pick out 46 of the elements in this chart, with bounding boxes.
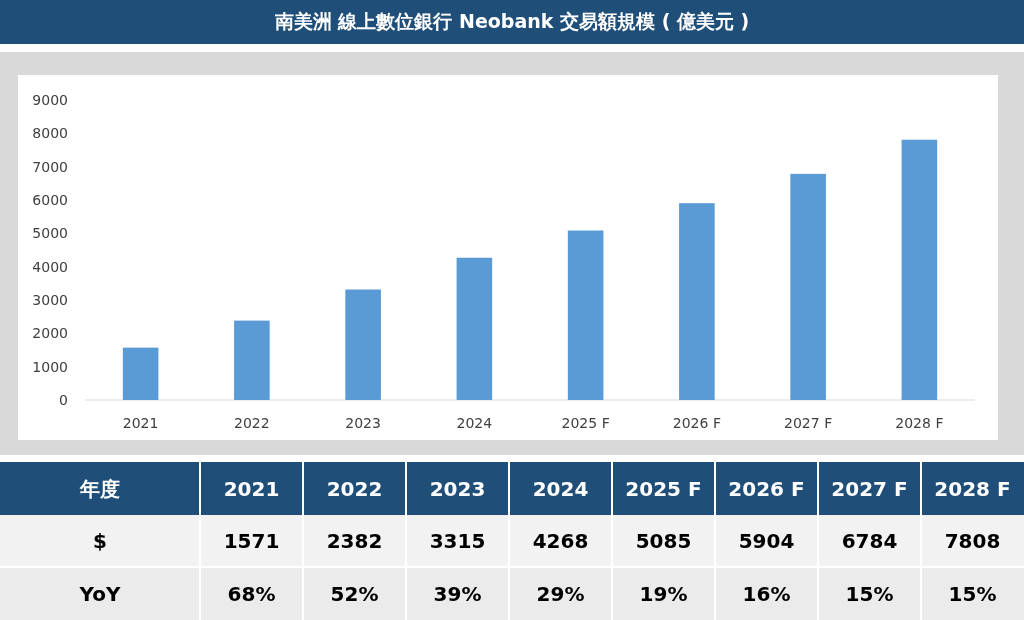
text: 15% — [948, 581, 997, 606]
text: 5904 — [738, 529, 795, 553]
y-tick-label: 4000 — [32, 258, 68, 275]
y-tick-label: 2000 — [32, 325, 68, 342]
y-tick-label: 3000 — [32, 292, 68, 308]
text: 52% — [330, 581, 379, 606]
text: 16% — [742, 581, 791, 606]
text: 6784 — [841, 529, 898, 553]
x-tick-label: 2021 — [122, 415, 159, 431]
text: 68% — [227, 581, 276, 606]
x-tick-label: 2022 — [234, 415, 270, 431]
x-tick-label: 2026 F — [672, 415, 721, 431]
x-tick-label: 2025 F — [561, 415, 610, 431]
category-label: 2024 — [532, 476, 589, 501]
x-tick-label: 2024 — [456, 415, 493, 431]
y-tick-label: 8000 — [32, 125, 68, 142]
x-tick-label: 2028 F — [895, 415, 944, 431]
category-label: 2027 F — [831, 476, 908, 501]
x-tick-label: 2023 — [345, 415, 381, 431]
text: 2382 — [326, 529, 383, 553]
text: 15% — [845, 581, 894, 606]
category-label: 2022 — [326, 476, 383, 501]
text: 4268 — [532, 529, 589, 553]
text: 29% — [536, 581, 585, 606]
text: 1571 — [223, 529, 280, 553]
category-label: 2021 — [223, 476, 280, 501]
y-tick-label: 9000 — [32, 92, 68, 108]
text: 年度 — [79, 476, 120, 501]
text: 5085 — [635, 529, 692, 553]
y-tick-label: 5000 — [32, 225, 68, 242]
category-label: 2028 F — [934, 476, 1011, 501]
chart-title: 南美洲 線上數位銀行 Neobank 交易額規模 ( 億美元 ) — [273, 10, 750, 32]
y-tick-label: 7000 — [32, 158, 68, 175]
category-label: 2025 F — [625, 476, 702, 501]
category-label: 2023 — [429, 476, 486, 501]
text: YoY — [78, 581, 121, 606]
text: 39% — [433, 581, 482, 606]
y-tick-label: 0 — [59, 392, 68, 408]
text: 7808 — [944, 529, 1001, 553]
x-tick-label: 2027 F — [784, 415, 833, 431]
y-tick-label: 1000 — [32, 358, 68, 375]
text: $ — [93, 529, 107, 553]
y-tick-label: 6000 — [32, 192, 68, 208]
text: 19% — [639, 581, 688, 606]
text: 3315 — [429, 529, 486, 553]
category-label: 2026 F — [728, 476, 805, 501]
